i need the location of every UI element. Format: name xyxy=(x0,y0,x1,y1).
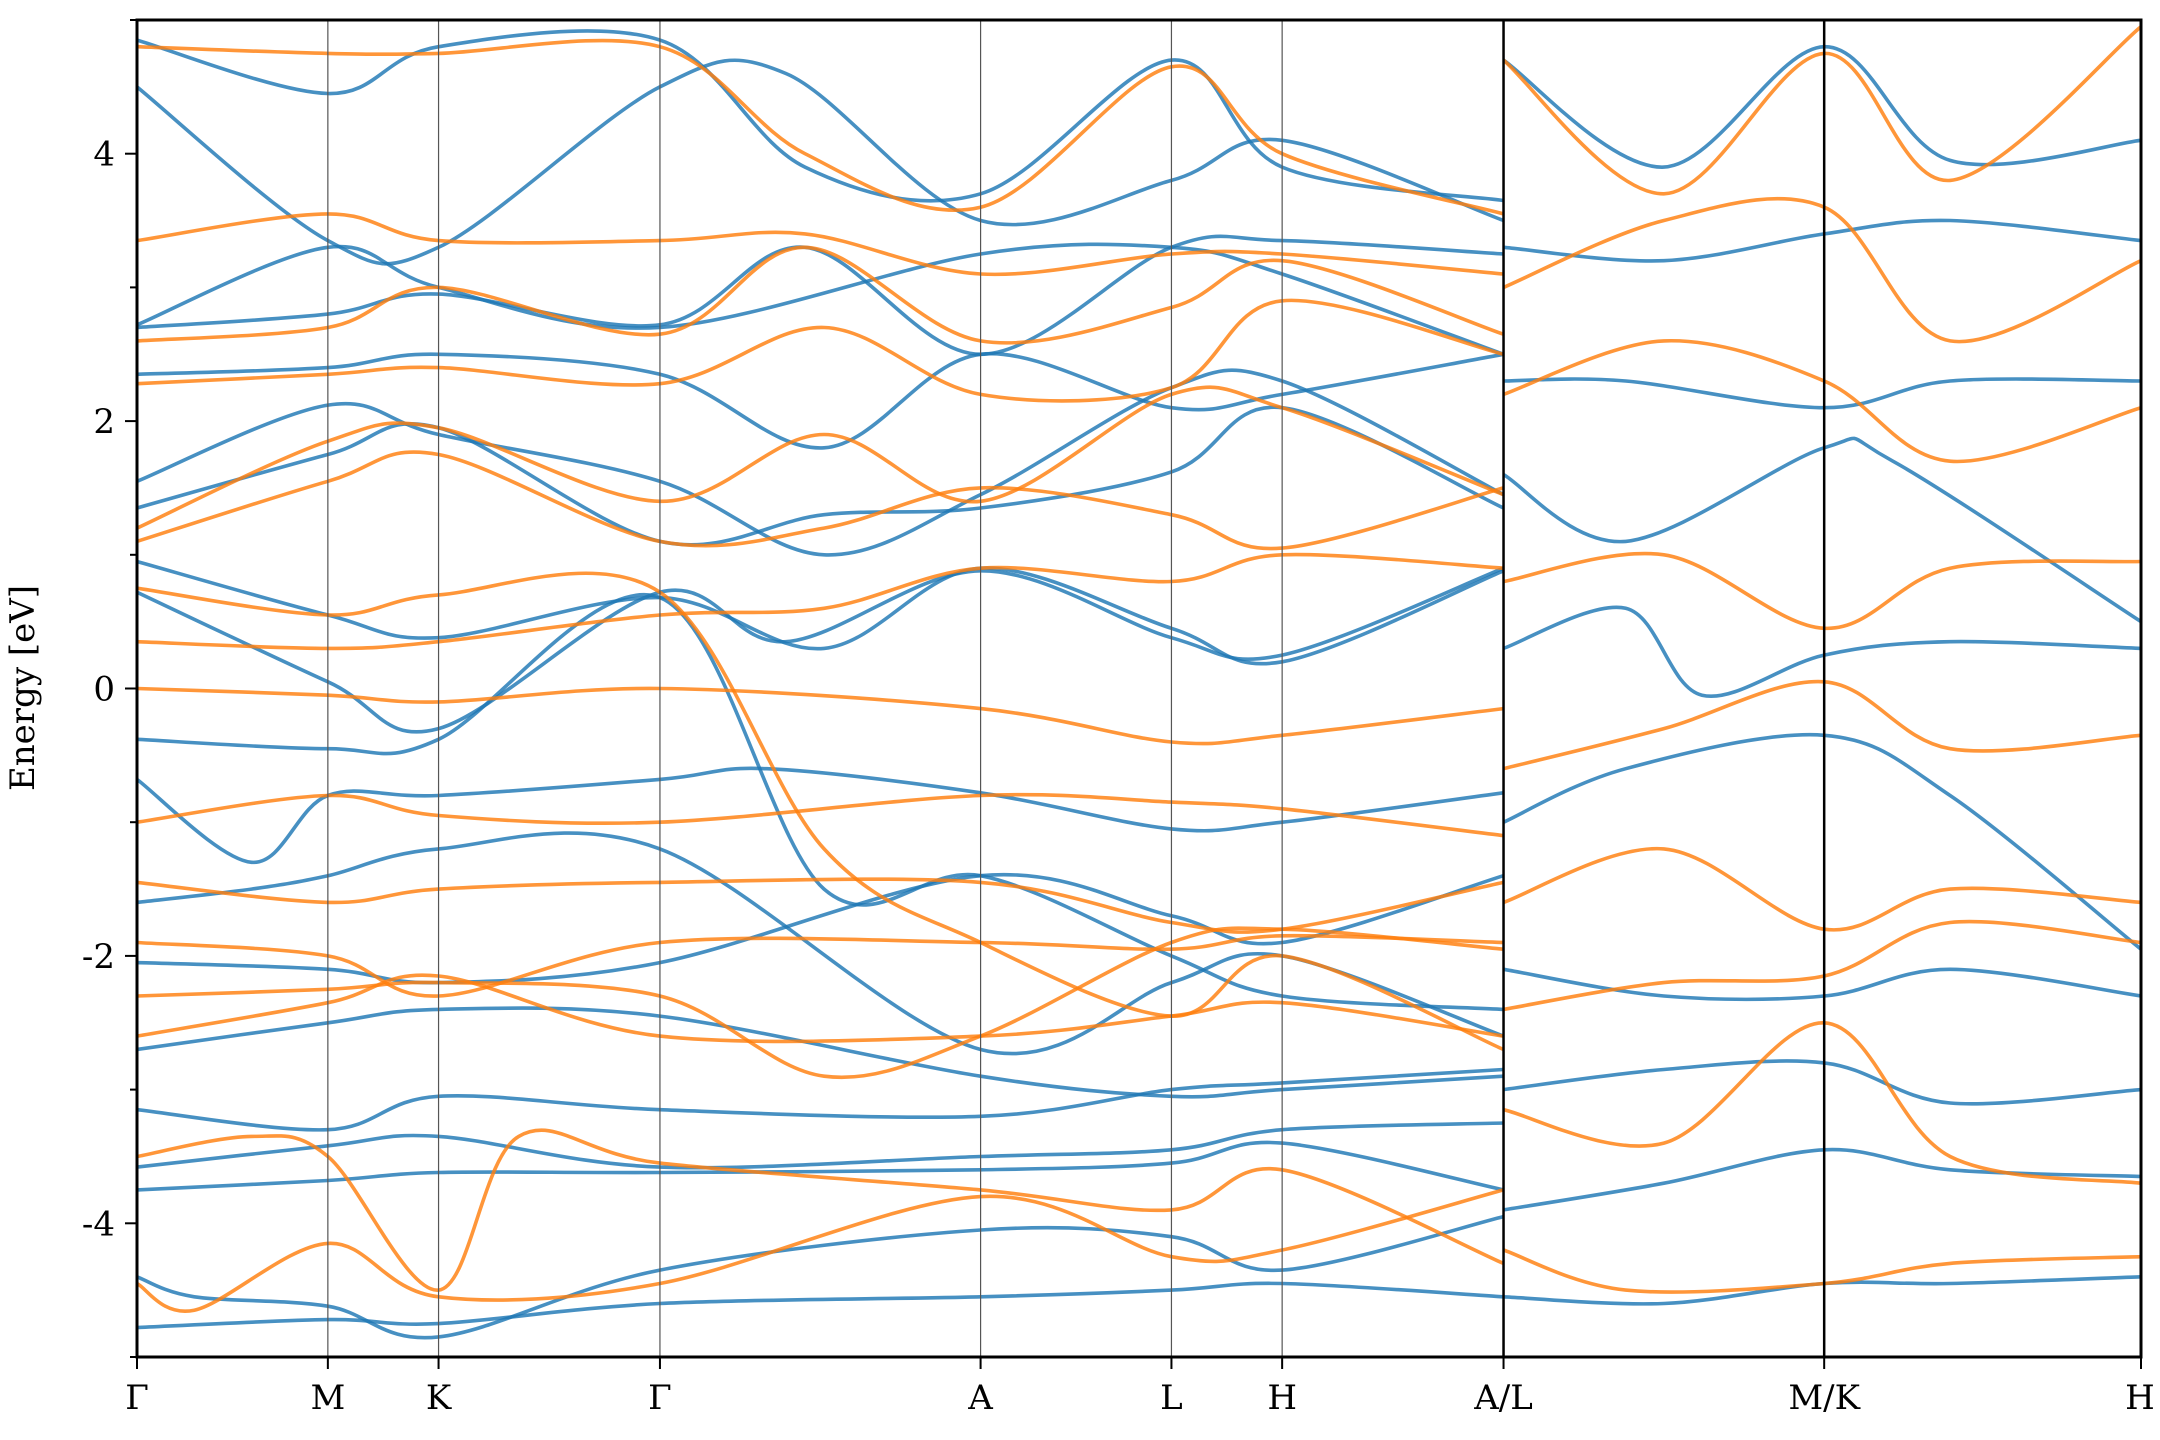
x-tick-label-8: M/K xyxy=(1788,1378,1860,1418)
band-line-1-13 xyxy=(137,245,1505,345)
band-line-0-19 xyxy=(1503,1275,2141,1306)
bands-layer xyxy=(137,25,2141,1340)
band-line-1-14 xyxy=(137,212,1504,277)
x-tick-label-3: Γ xyxy=(648,1378,672,1418)
y-tick-label-4: 4 xyxy=(93,135,115,175)
kpoint-lines xyxy=(327,20,1826,1357)
band-line-0-27 xyxy=(1503,218,2141,263)
band-line-0-8 xyxy=(137,766,1504,865)
band-line-0-17 xyxy=(137,58,1505,266)
band-line-0-25 xyxy=(1502,436,2141,624)
band-line-0-1 xyxy=(137,1214,1504,1340)
y-tick-label-3: 2 xyxy=(93,402,115,442)
band-line-0-6 xyxy=(137,872,1505,985)
band-line-0-5 xyxy=(137,1006,1504,1099)
band-line-0-14 xyxy=(137,351,1504,450)
band-line-0-20 xyxy=(1503,1147,2141,1212)
band-line-0-12 xyxy=(137,405,1505,547)
x-tick-label-5: L xyxy=(1160,1378,1183,1418)
band-line-1-24 xyxy=(1502,25,2141,196)
band-line-0-3 xyxy=(137,1121,1504,1170)
x-tick-label-4: A xyxy=(967,1378,993,1418)
band-line-1-12 xyxy=(137,298,1504,403)
band-line-1-15 xyxy=(137,38,1504,216)
band-line-0-18 xyxy=(137,29,1504,203)
band-line-0-4 xyxy=(137,1067,1504,1132)
band-line-0-24 xyxy=(1502,605,2141,699)
band-line-0-28 xyxy=(1502,44,2141,169)
band-line-1-4 xyxy=(137,933,1504,998)
plot-frame xyxy=(135,18,2143,1359)
band-line-1-2 xyxy=(137,973,1504,1044)
band-line-1-20 xyxy=(1503,679,2141,771)
band-line-1-10 xyxy=(137,450,1504,551)
band-line-0-11 xyxy=(137,559,1505,666)
y-tick-label-2: 0 xyxy=(93,670,115,710)
band-line-1-9 xyxy=(137,571,1505,1052)
y-axis: -4 -2 0 2 4 xyxy=(82,19,137,1358)
band-line-1-19 xyxy=(1502,846,2141,932)
band-line-0-13 xyxy=(137,368,1505,557)
y-tick-label-0: -4 xyxy=(82,1204,115,1244)
band-line-0-7 xyxy=(137,831,1505,1056)
band-line-1-7 xyxy=(137,686,1504,746)
band-line-1-23 xyxy=(1502,196,2141,344)
x-tick-label-2: K xyxy=(426,1378,452,1418)
band-line-1-16 xyxy=(1502,1248,2141,1294)
band-line-0-0 xyxy=(137,1281,1504,1330)
y-axis-label: Energy [eV] xyxy=(3,585,43,791)
band-line-0-16 xyxy=(137,242,1505,356)
band-line-1-0 xyxy=(137,1188,1504,1313)
band-line-1-8 xyxy=(137,552,1504,651)
band-line-1-3 xyxy=(137,926,1504,1080)
band-line-1-22 xyxy=(1502,339,2141,464)
band-line-1-11 xyxy=(137,385,1505,530)
x-tick-label-1: M xyxy=(310,1378,345,1418)
x-tick-label-7: A/L xyxy=(1473,1378,1533,1418)
y-tick-label-1: -2 xyxy=(82,937,115,977)
x-tick-label-0: Γ xyxy=(125,1378,149,1418)
band-line-0-9 xyxy=(137,593,1504,1012)
band-line-1-17 xyxy=(1503,1020,2141,1185)
band-line-0-26 xyxy=(1503,377,2141,410)
band-line-0-22 xyxy=(1503,967,2141,1002)
x-tick-label-6: H xyxy=(1267,1378,1297,1418)
band-line-1-21 xyxy=(1503,551,2141,631)
band-line-1-6 xyxy=(137,792,1504,838)
band-line-0-23 xyxy=(1502,732,2141,951)
band-line-1-1 xyxy=(137,1128,1505,1292)
x-tick-label-9: H xyxy=(2125,1378,2155,1418)
x-axis: Γ M K Γ A L H A/L M/K H xyxy=(125,1357,2155,1418)
band-line-0-2 xyxy=(137,1140,1504,1192)
band-line-0-21 xyxy=(1503,1059,2141,1106)
